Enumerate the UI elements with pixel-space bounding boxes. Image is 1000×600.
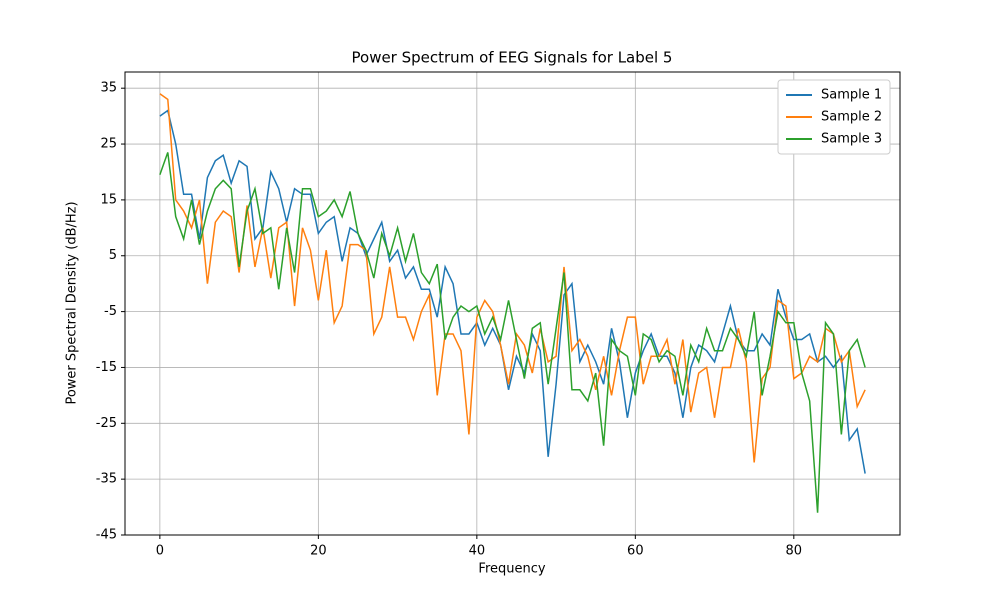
y-tick-label: 35 [100, 81, 117, 96]
y-tick-label: 15 [100, 192, 117, 207]
y-tick-label: -45 [96, 528, 117, 543]
y-tick-label: 5 [109, 248, 117, 263]
chart-title: Power Spectrum of EEG Signals for Label … [352, 49, 673, 67]
y-axis-label: Power Spectral Density (dB/Hz) [65, 201, 80, 404]
y-tick-label: 25 [100, 137, 117, 152]
plot-frame [124, 71, 901, 536]
data-line [159, 93, 866, 463]
x-tick-label: 20 [310, 544, 327, 559]
legend: Sample 1 Sample 2 Sample 3 [777, 79, 891, 155]
data-line [159, 109, 866, 474]
y-tick-label: -15 [96, 360, 117, 375]
x-tick-label: 80 [786, 544, 803, 559]
legend-label: Sample 3 [821, 132, 882, 147]
legend-label: Sample 1 [821, 88, 882, 103]
y-tick-label: -35 [96, 472, 117, 487]
legend-box [777, 79, 891, 155]
y-tick-label: -25 [96, 416, 117, 431]
x-tick-label: 60 [627, 544, 644, 559]
y-tick-label: -5 [104, 304, 117, 319]
x-tick-label: 40 [469, 544, 486, 559]
x-tick-label: 0 [156, 544, 164, 559]
data-line [159, 152, 866, 513]
x-axis-label: Frequency [478, 562, 545, 577]
legend-label: Sample 2 [821, 110, 882, 125]
